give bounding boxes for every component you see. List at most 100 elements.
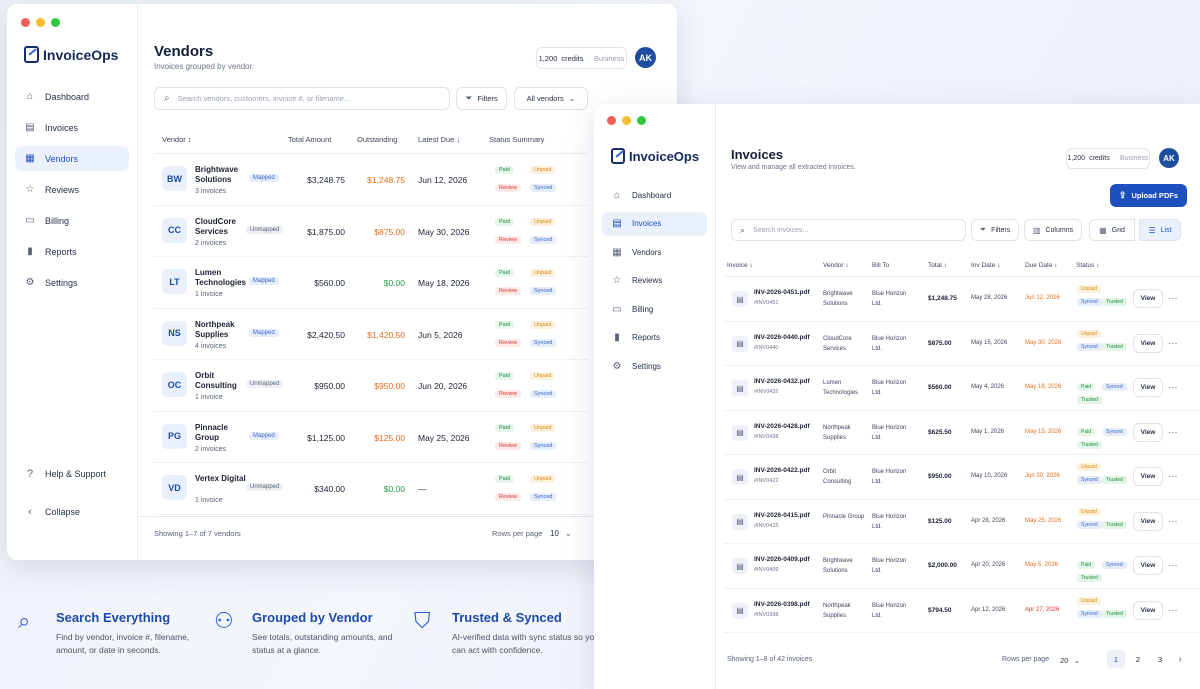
sidebar-item-settings[interactable]: ⚙ Settings: [602, 354, 707, 378]
search-input[interactable]: ⌕ Search invoices...: [731, 219, 966, 241]
invoice-filename[interactable]: INV-2026-0432.pdf: [754, 378, 810, 385]
vendor-name[interactable]: Vertex Digital: [195, 474, 246, 483]
col-total[interactable]: Total ↕: [928, 262, 947, 269]
avatar[interactable]: AK: [635, 47, 656, 68]
window-controls[interactable]: [607, 116, 646, 125]
chevron-right-icon[interactable]: ›: [1178, 653, 1182, 665]
col-inv-date[interactable]: Inv Date ↕: [971, 262, 1001, 269]
vendor-name[interactable]: Northpeak Supplies: [195, 319, 235, 339]
col-status[interactable]: Status ↕: [1076, 262, 1100, 269]
more-icon[interactable]: ⋯: [1168, 426, 1178, 437]
sidebar-item-reviews[interactable]: ☆ Reviews: [15, 177, 129, 202]
col-vendor[interactable]: Vendor ↕: [162, 135, 192, 144]
app-logo[interactable]: InvoiceOps: [611, 148, 699, 164]
more-icon[interactable]: ⋯: [1168, 337, 1178, 348]
vendor-name[interactable]: Pinnacle Group: [195, 422, 228, 442]
table-row[interactable]: ▤ INV-2026-0409.pdf #INV0409 Brightwave Sol…: [724, 544, 1200, 589]
invoice-filename[interactable]: INV-2026-0398.pdf: [754, 600, 810, 608]
invoice-filename[interactable]: INV-2026-0415.pdf: [754, 511, 810, 519]
more-icon[interactable]: ⋯: [1168, 471, 1178, 481]
invoice-date: Apr 20, 2026: [971, 562, 1006, 568]
table-row[interactable]: ▤ INV-2026-0440.pdf #INV0440 CloudCore Serv…: [724, 322, 1200, 366]
sidebar-item-billing[interactable]: ▭ Billing: [15, 208, 129, 233]
list-label: List: [1160, 226, 1172, 234]
table-row[interactable]: ▤ INV-2026-0422.pdf #INV0422 Orbit Consulti…: [724, 455, 1200, 500]
view-button[interactable]: View: [1133, 467, 1163, 486]
invoice-filename[interactable]: INV-2026-0440.pdf: [754, 333, 810, 341]
col-latest-due[interactable]: Latest Due ↓: [418, 135, 461, 144]
status-badge: Synced: [1077, 609, 1102, 618]
view-button[interactable]: View: [1133, 289, 1163, 308]
sidebar-item-vendors[interactable]: ▦ Vendors: [602, 240, 707, 264]
view-button[interactable]: View: [1133, 600, 1163, 620]
rows-per-page-select[interactable]: 20 ⌄: [1060, 652, 1088, 668]
table-row[interactable]: BW Brightwave Solutions 3 invoices Mapped $3…: [154, 154, 588, 206]
view-button[interactable]: View: [1133, 378, 1163, 397]
table-row[interactable]: OC Orbit Consulting 1 invoice Unmapped $950.…: [154, 360, 588, 412]
table-row[interactable]: ▤ INV-2026-0432.pdf #INV0432 Lumen Technolo…: [724, 366, 1200, 411]
col-due-date[interactable]: Due Date ↕: [1025, 262, 1058, 269]
table-row[interactable]: ▤ INV-2026-0428.pdf #INV0428 Northpeak Supp…: [724, 411, 1200, 455]
columns-button[interactable]: ▥ Columns: [1024, 219, 1082, 241]
table-row[interactable]: ▤ INV-2026-0398.pdf #INV0398 Northpeak Supp…: [724, 589, 1200, 633]
avatar[interactable]: AK: [1159, 148, 1179, 168]
table-row[interactable]: PG Pinnacle Group 2 invoices Mapped $1,125.0…: [154, 412, 588, 463]
sidebar-item-billing[interactable]: ▭ Billing: [602, 297, 707, 321]
col-invoice[interactable]: Invoice ↕: [727, 262, 753, 269]
filters-button[interactable]: ⏷ Filters: [971, 219, 1019, 241]
invoice-filename[interactable]: INV-2026-0428.pdf: [754, 422, 810, 430]
sidebar-item-invoices[interactable]: ▤ Invoices: [15, 115, 129, 140]
sidebar-item-reports[interactable]: ▮ Reports: [15, 239, 129, 264]
vendor-name[interactable]: Brightwave Solutions: [195, 165, 239, 184]
table-row[interactable]: CC CloudCore Services 2 invoices Unmapped $1…: [154, 206, 588, 257]
search-icon: ⌕: [164, 93, 170, 104]
sidebar-item-dashboard[interactable]: ⌂ Dashboard: [602, 183, 707, 207]
sidebar-item-settings[interactable]: ⚙ Settings: [15, 270, 129, 295]
sidebar-item-reviews[interactable]: ☆ Reviews: [602, 269, 707, 293]
vendor-name[interactable]: Orbit Consulting: [195, 371, 237, 390]
more-icon[interactable]: ⋯: [1168, 515, 1178, 526]
vendor-name[interactable]: CloudCore Services: [195, 216, 236, 236]
grid-view-toggle[interactable]: ▦ Grid: [1089, 219, 1135, 241]
window-controls[interactable]: [21, 18, 60, 27]
due-date: May 25, 2026: [1025, 517, 1062, 524]
view-button[interactable]: View: [1133, 511, 1163, 531]
more-icon[interactable]: ⋯: [1168, 560, 1178, 570]
sidebar-item-invoices[interactable]: ▤ Invoices: [602, 211, 707, 236]
search-input[interactable]: ⌕ Search vendors, customers, invoice #, …: [154, 87, 450, 110]
view-button[interactable]: View: [1133, 422, 1163, 442]
help-support-link[interactable]: ? Help & Support: [15, 462, 130, 486]
invoice-filename[interactable]: INV-2026-0422.pdf: [754, 467, 810, 474]
sidebar-item-label: Reviews: [632, 276, 663, 285]
vendor-name[interactable]: Lumen Technologies: [195, 268, 246, 287]
table-row[interactable]: VD Vertex Digital 1 invoice Unmapped $340.00…: [154, 463, 588, 515]
view-button[interactable]: View: [1133, 333, 1163, 353]
more-icon[interactable]: ⋯: [1168, 382, 1178, 392]
list-view-toggle[interactable]: ☰ List: [1139, 219, 1181, 241]
sidebar-item-reports[interactable]: ▮ Reports: [602, 326, 707, 350]
more-icon[interactable]: ⋯: [1168, 293, 1178, 303]
sidebar-item-vendors[interactable]: ▦ Vendors: [15, 146, 129, 171]
invoice-filename[interactable]: INV-2026-0409.pdf: [754, 556, 810, 563]
sidebar-item-dashboard[interactable]: ⌂ Dashboard: [15, 84, 129, 109]
file-icon: ▤: [732, 291, 748, 307]
col-vendor[interactable]: Vendor ↕: [823, 262, 849, 269]
latest-due: Jun 5, 2026: [418, 329, 463, 340]
invoice-number: #INV0440: [754, 344, 779, 351]
more-icon[interactable]: ⋯: [1168, 604, 1178, 615]
view-button[interactable]: View: [1133, 556, 1163, 575]
upload-pdfs-button[interactable]: ⇪ Upload PDFs: [1110, 184, 1187, 207]
page-2[interactable]: 2: [1135, 654, 1141, 664]
rows-per-page-select[interactable]: 10 ⌄: [550, 525, 580, 542]
invoice-filename[interactable]: INV-2026-0451.pdf: [754, 289, 810, 296]
filters-button[interactable]: ⏷ Filters: [456, 87, 507, 110]
table-row[interactable]: NS Northpeak Supplies 4 invoices Mapped $2,4…: [154, 309, 588, 360]
page-3[interactable]: 3: [1157, 654, 1163, 664]
vendor-select[interactable]: All vendors ⌄: [514, 87, 588, 110]
table-row[interactable]: ▤ INV-2026-0451.pdf #INV0451 Brightwave Sol…: [724, 277, 1200, 322]
table-row[interactable]: ▤ INV-2026-0415.pdf #INV0415 Pinnacle Group…: [724, 500, 1200, 544]
page-1[interactable]: 1: [1107, 650, 1125, 668]
app-logo[interactable]: InvoiceOps: [24, 46, 118, 63]
table-row[interactable]: LT Lumen Technologies 1 invoice Mapped $560.…: [154, 257, 588, 309]
collapse-button[interactable]: ‹ Collapse: [15, 500, 130, 524]
